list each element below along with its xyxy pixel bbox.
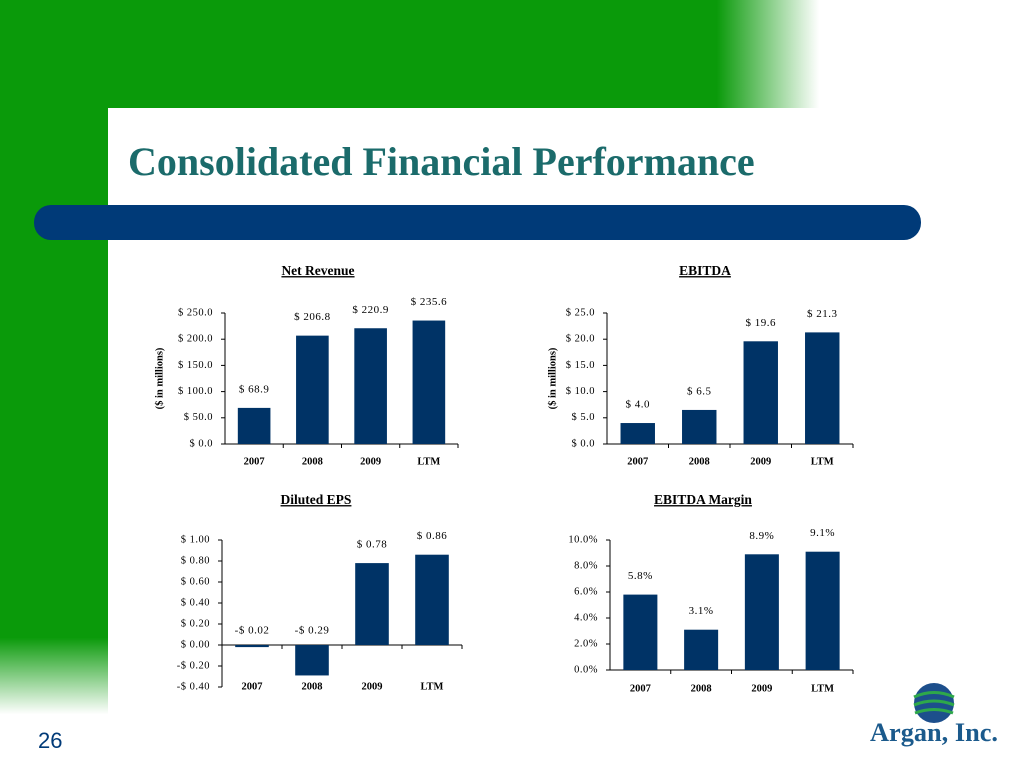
y-tick-label: $ 15.0 — [566, 360, 595, 371]
y-tick-label: $ 1.00 — [181, 534, 210, 545]
x-tick-label: 2009 — [362, 681, 383, 692]
bar — [235, 645, 269, 648]
y-tick-label: $ 0.0 — [572, 438, 596, 449]
y-tick-label: $ 5.0 — [572, 412, 596, 423]
y-tick-label: 2.0% — [574, 638, 598, 649]
bar — [744, 554, 779, 670]
x-tick-label: 2009 — [751, 683, 772, 694]
x-tick-label: 2007 — [630, 683, 651, 694]
y-tick-label: $ 20.0 — [566, 334, 595, 345]
y-tick-label: $ 0.0 — [190, 438, 214, 449]
y-tick-label: $ 250.0 — [178, 307, 213, 318]
x-tick-label: 2007 — [242, 681, 263, 692]
x-tick-label: 2008 — [691, 683, 712, 694]
value-label: 9.1% — [810, 527, 835, 539]
x-tick-label: 2008 — [302, 681, 323, 692]
chart-title: Net Revenue — [281, 263, 354, 278]
slide-title: Consolidated Financial Performance — [128, 139, 755, 184]
logo-bands — [913, 691, 955, 715]
value-label: $ 19.6 — [746, 317, 777, 329]
value-label: $ 206.8 — [294, 311, 331, 323]
bar — [620, 423, 655, 444]
y-tick-label: $ 50.0 — [184, 412, 213, 423]
bar — [805, 551, 840, 670]
y-tick-label: 8.0% — [574, 560, 598, 571]
y-tick-label: $ 0.80 — [181, 555, 210, 566]
y-tick-label: 6.0% — [574, 586, 598, 597]
y-tick-label: $ 10.0 — [566, 386, 595, 397]
y-tick-label: 4.0% — [574, 612, 598, 623]
value-label: $ 220.9 — [352, 304, 389, 316]
y-tick-label: $ 0.20 — [181, 618, 210, 629]
value-label: -$ 0.02 — [235, 625, 270, 637]
bar — [623, 594, 658, 670]
y-tick-label: -$ 0.40 — [177, 681, 210, 692]
y-tick-label: 0.0% — [574, 664, 598, 675]
y-tick-label: $ 0.00 — [181, 639, 210, 650]
value-label: $ 68.9 — [239, 383, 270, 395]
chart-title: EBITDA Margin — [654, 492, 752, 507]
value-label: $ 21.3 — [807, 308, 838, 320]
x-tick-label: 2009 — [360, 456, 381, 467]
value-label: 8.9% — [749, 530, 774, 542]
value-label: $ 0.78 — [357, 539, 388, 551]
bar — [682, 409, 717, 444]
bar — [415, 554, 449, 645]
bar — [296, 335, 329, 444]
bar — [237, 407, 271, 444]
y-tick-label: $ 100.0 — [178, 386, 213, 397]
logo-text: Argan, Inc. — [870, 718, 998, 747]
value-label: 5.8% — [628, 570, 653, 582]
bar — [805, 332, 840, 444]
value-label: $ 0.86 — [417, 530, 448, 542]
bar — [412, 320, 446, 444]
x-tick-label: LTM — [417, 456, 440, 467]
y-tick-label: 10.0% — [568, 534, 598, 545]
value-label: $ 235.6 — [411, 296, 448, 308]
title-bar — [34, 205, 921, 240]
y-tick-label: $ 0.40 — [181, 597, 210, 608]
value-label: 3.1% — [689, 605, 714, 617]
bar — [743, 341, 778, 444]
x-tick-label: 2007 — [244, 456, 265, 467]
bar — [295, 645, 329, 676]
y-tick-label: $ 150.0 — [178, 360, 213, 371]
chart-title: Diluted EPS — [281, 492, 352, 507]
page-number: 26 — [38, 728, 62, 753]
value-label: -$ 0.29 — [295, 625, 330, 637]
bar — [354, 328, 387, 444]
bar — [355, 563, 389, 645]
bar — [684, 629, 719, 670]
x-tick-label: LTM — [421, 681, 444, 692]
x-tick-label: 2009 — [750, 456, 771, 467]
y-axis-label: ($ in millions) — [154, 347, 165, 409]
y-tick-label: $ 0.60 — [181, 576, 210, 587]
y-tick-label: $ 200.0 — [178, 334, 213, 345]
logo: Argan, Inc. — [870, 683, 998, 747]
x-tick-label: LTM — [811, 683, 834, 694]
y-tick-label: $ 25.0 — [566, 307, 595, 318]
x-tick-label: 2007 — [627, 456, 648, 467]
value-label: $ 4.0 — [626, 399, 651, 411]
chart-title: EBITDA — [679, 263, 731, 278]
x-tick-label: 2008 — [302, 456, 323, 467]
value-label: $ 6.5 — [687, 385, 712, 397]
y-axis-label: ($ in millions) — [547, 347, 558, 409]
x-tick-label: 2008 — [689, 456, 710, 467]
x-tick-label: LTM — [811, 456, 834, 467]
y-tick-label: -$ 0.20 — [177, 660, 210, 671]
